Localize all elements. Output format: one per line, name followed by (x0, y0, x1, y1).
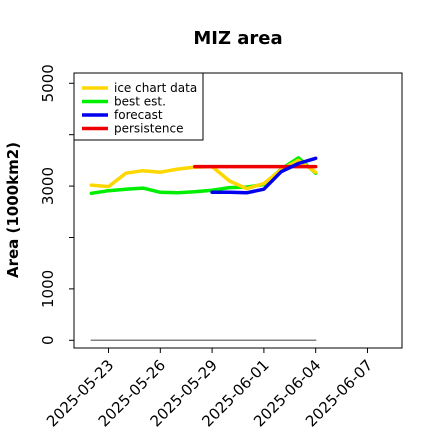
series-layer (89, 156, 318, 342)
y-tick-label: 5000 (39, 64, 57, 102)
legend-label: persistence (114, 122, 183, 136)
legend-label: ice chart data (114, 81, 197, 95)
y-tick-label: 3000 (39, 167, 57, 205)
plot-area-frame (73, 72, 403, 349)
y-axis: 0 1000 3000 5000 (39, 64, 74, 345)
chart-title: MIZ area (193, 28, 282, 49)
forecast-line (210, 156, 318, 195)
legend-label: forecast (114, 108, 163, 122)
ice-chart-data-line (89, 158, 318, 191)
x-axis: 2025-05-232025-05-262025-05-292025-06-01… (43, 348, 376, 430)
legend-label: best est. (114, 95, 166, 109)
y-tick-label: 0 (39, 336, 57, 346)
y-axis-label: Area (1000km2) (4, 142, 22, 278)
y-tick-label: 1000 (39, 270, 57, 308)
